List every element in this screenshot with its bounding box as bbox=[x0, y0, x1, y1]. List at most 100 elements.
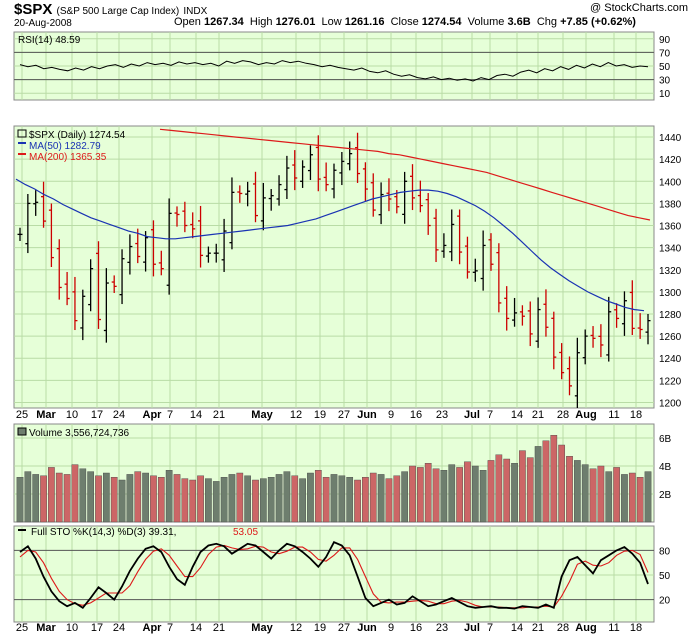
x-tick-label: 17 bbox=[91, 622, 103, 634]
volume-bar bbox=[299, 478, 306, 523]
price-tick-label: 1200 bbox=[659, 398, 682, 409]
x-tick-label: 21 bbox=[532, 622, 544, 634]
volume-bar bbox=[550, 435, 558, 523]
close-value: 1274.54 bbox=[421, 16, 462, 28]
volume-tick-label: 4B bbox=[659, 462, 672, 473]
volume-bar bbox=[220, 477, 228, 523]
volume-bar bbox=[236, 472, 244, 523]
x-tick-label: 25 bbox=[16, 622, 28, 634]
sto-tick-label: 20 bbox=[659, 596, 671, 607]
x-tick-label: 17 bbox=[91, 409, 103, 421]
volume-bar bbox=[487, 460, 495, 523]
rsi-tick-label: 30 bbox=[659, 76, 671, 87]
ma50-legend: MA(50) 1282.79 bbox=[29, 141, 101, 152]
volume-bar bbox=[574, 460, 581, 523]
volume-bar bbox=[330, 474, 338, 523]
x-tick-label: 28 bbox=[557, 622, 569, 634]
volume-bar bbox=[495, 454, 503, 523]
volume-bar bbox=[605, 471, 613, 523]
sto-legend-swatch bbox=[18, 529, 26, 531]
ma50-line bbox=[15, 178, 645, 312]
volume-legend: Volume 3,556,724,736 bbox=[29, 428, 130, 439]
volume-bar bbox=[283, 471, 291, 523]
low-label: Low bbox=[321, 16, 342, 28]
sto-d-legend: 53.05 bbox=[233, 527, 258, 538]
price-tick-label: 1220 bbox=[659, 376, 682, 387]
x-tick-label: May bbox=[251, 409, 273, 421]
volume-bar bbox=[621, 474, 628, 523]
x-tick-label: Jun bbox=[357, 622, 377, 634]
volume-bar bbox=[307, 472, 314, 523]
quote-date: 20-Aug-2008 bbox=[14, 18, 72, 29]
volume-bar bbox=[87, 471, 94, 523]
volume-bar bbox=[48, 467, 55, 523]
volume-bar bbox=[354, 479, 361, 523]
exchange: INDX bbox=[183, 6, 208, 17]
volume-bar bbox=[228, 474, 236, 523]
volume-bar bbox=[103, 472, 110, 523]
volume-bar bbox=[424, 463, 432, 523]
ma50-legend-swatch bbox=[18, 142, 26, 144]
symbol-description: (S&P 500 Large Cap Index) bbox=[56, 6, 180, 17]
x-tick-label: 12 bbox=[290, 409, 302, 421]
symbol: $SPX bbox=[14, 1, 53, 18]
volume-bar bbox=[369, 472, 377, 523]
x-tick-label: 19 bbox=[314, 409, 326, 421]
volume-bar bbox=[644, 471, 652, 523]
x-tick-label: 14 bbox=[190, 409, 202, 421]
volume-bar bbox=[432, 468, 440, 523]
price-tick-label: 1300 bbox=[659, 288, 682, 299]
volume-bar bbox=[55, 472, 63, 523]
volume-bar bbox=[448, 464, 456, 523]
volume-bar bbox=[142, 472, 149, 523]
volume-label: Volume bbox=[467, 16, 505, 28]
volume-bar bbox=[338, 475, 346, 523]
x-tick-label: 7 bbox=[167, 622, 173, 634]
x-tick-label: 14 bbox=[511, 622, 523, 634]
x-tick-label: Aug bbox=[575, 409, 596, 421]
volume-bar bbox=[126, 474, 134, 523]
x-tick-label: 11 bbox=[608, 409, 619, 421]
sto-tick-label: 80 bbox=[659, 546, 671, 557]
high-value: 1276.01 bbox=[275, 16, 316, 28]
x-tick-label: Jul bbox=[464, 409, 480, 421]
volume-bar bbox=[212, 481, 220, 523]
x-tick-label: 9 bbox=[388, 622, 394, 634]
volume-bar bbox=[519, 450, 526, 523]
volume-bar bbox=[636, 477, 644, 523]
volume-bar bbox=[16, 477, 24, 523]
volume-legend-swatch bbox=[17, 427, 27, 436]
volume-bar bbox=[322, 477, 330, 523]
volume-tick-label: 6B bbox=[659, 434, 672, 445]
volume-bar bbox=[197, 475, 204, 523]
volume-bar bbox=[385, 478, 393, 523]
credit-link[interactable]: @ StockCharts.com bbox=[590, 2, 688, 14]
volume-bar bbox=[534, 446, 542, 523]
price-tick-label: 1340 bbox=[659, 244, 682, 255]
price-tick-label: 1420 bbox=[659, 155, 682, 166]
volume-bar bbox=[511, 463, 518, 523]
open-label: Open bbox=[174, 16, 201, 28]
volume-bar bbox=[558, 444, 565, 523]
rsi-legend: RSI(14) 48.59 bbox=[18, 35, 81, 46]
volume-bar bbox=[597, 465, 605, 523]
volume-bar bbox=[260, 478, 267, 523]
x-tick-label: 24 bbox=[113, 622, 125, 634]
volume-bar bbox=[417, 467, 424, 523]
volume-bar bbox=[165, 470, 173, 523]
volume-bar bbox=[464, 461, 471, 523]
volume-bar bbox=[118, 479, 126, 523]
price-tick-label: 1380 bbox=[659, 199, 682, 210]
price-legend: $SPX (Daily) 1274.54 bbox=[29, 130, 126, 141]
volume-bar bbox=[63, 474, 71, 523]
price-legend-swatch bbox=[17, 129, 27, 138]
volume-bar bbox=[252, 479, 259, 523]
sto-k-line bbox=[19, 541, 649, 610]
x-tick-label: 18 bbox=[630, 622, 642, 634]
x-tick-label: Jul bbox=[464, 622, 480, 634]
volume-bar bbox=[581, 464, 589, 523]
x-tick-label: 21 bbox=[213, 409, 225, 421]
volume-bar bbox=[314, 470, 322, 523]
x-tick-label: May bbox=[251, 622, 273, 634]
volume-bar bbox=[291, 475, 299, 523]
